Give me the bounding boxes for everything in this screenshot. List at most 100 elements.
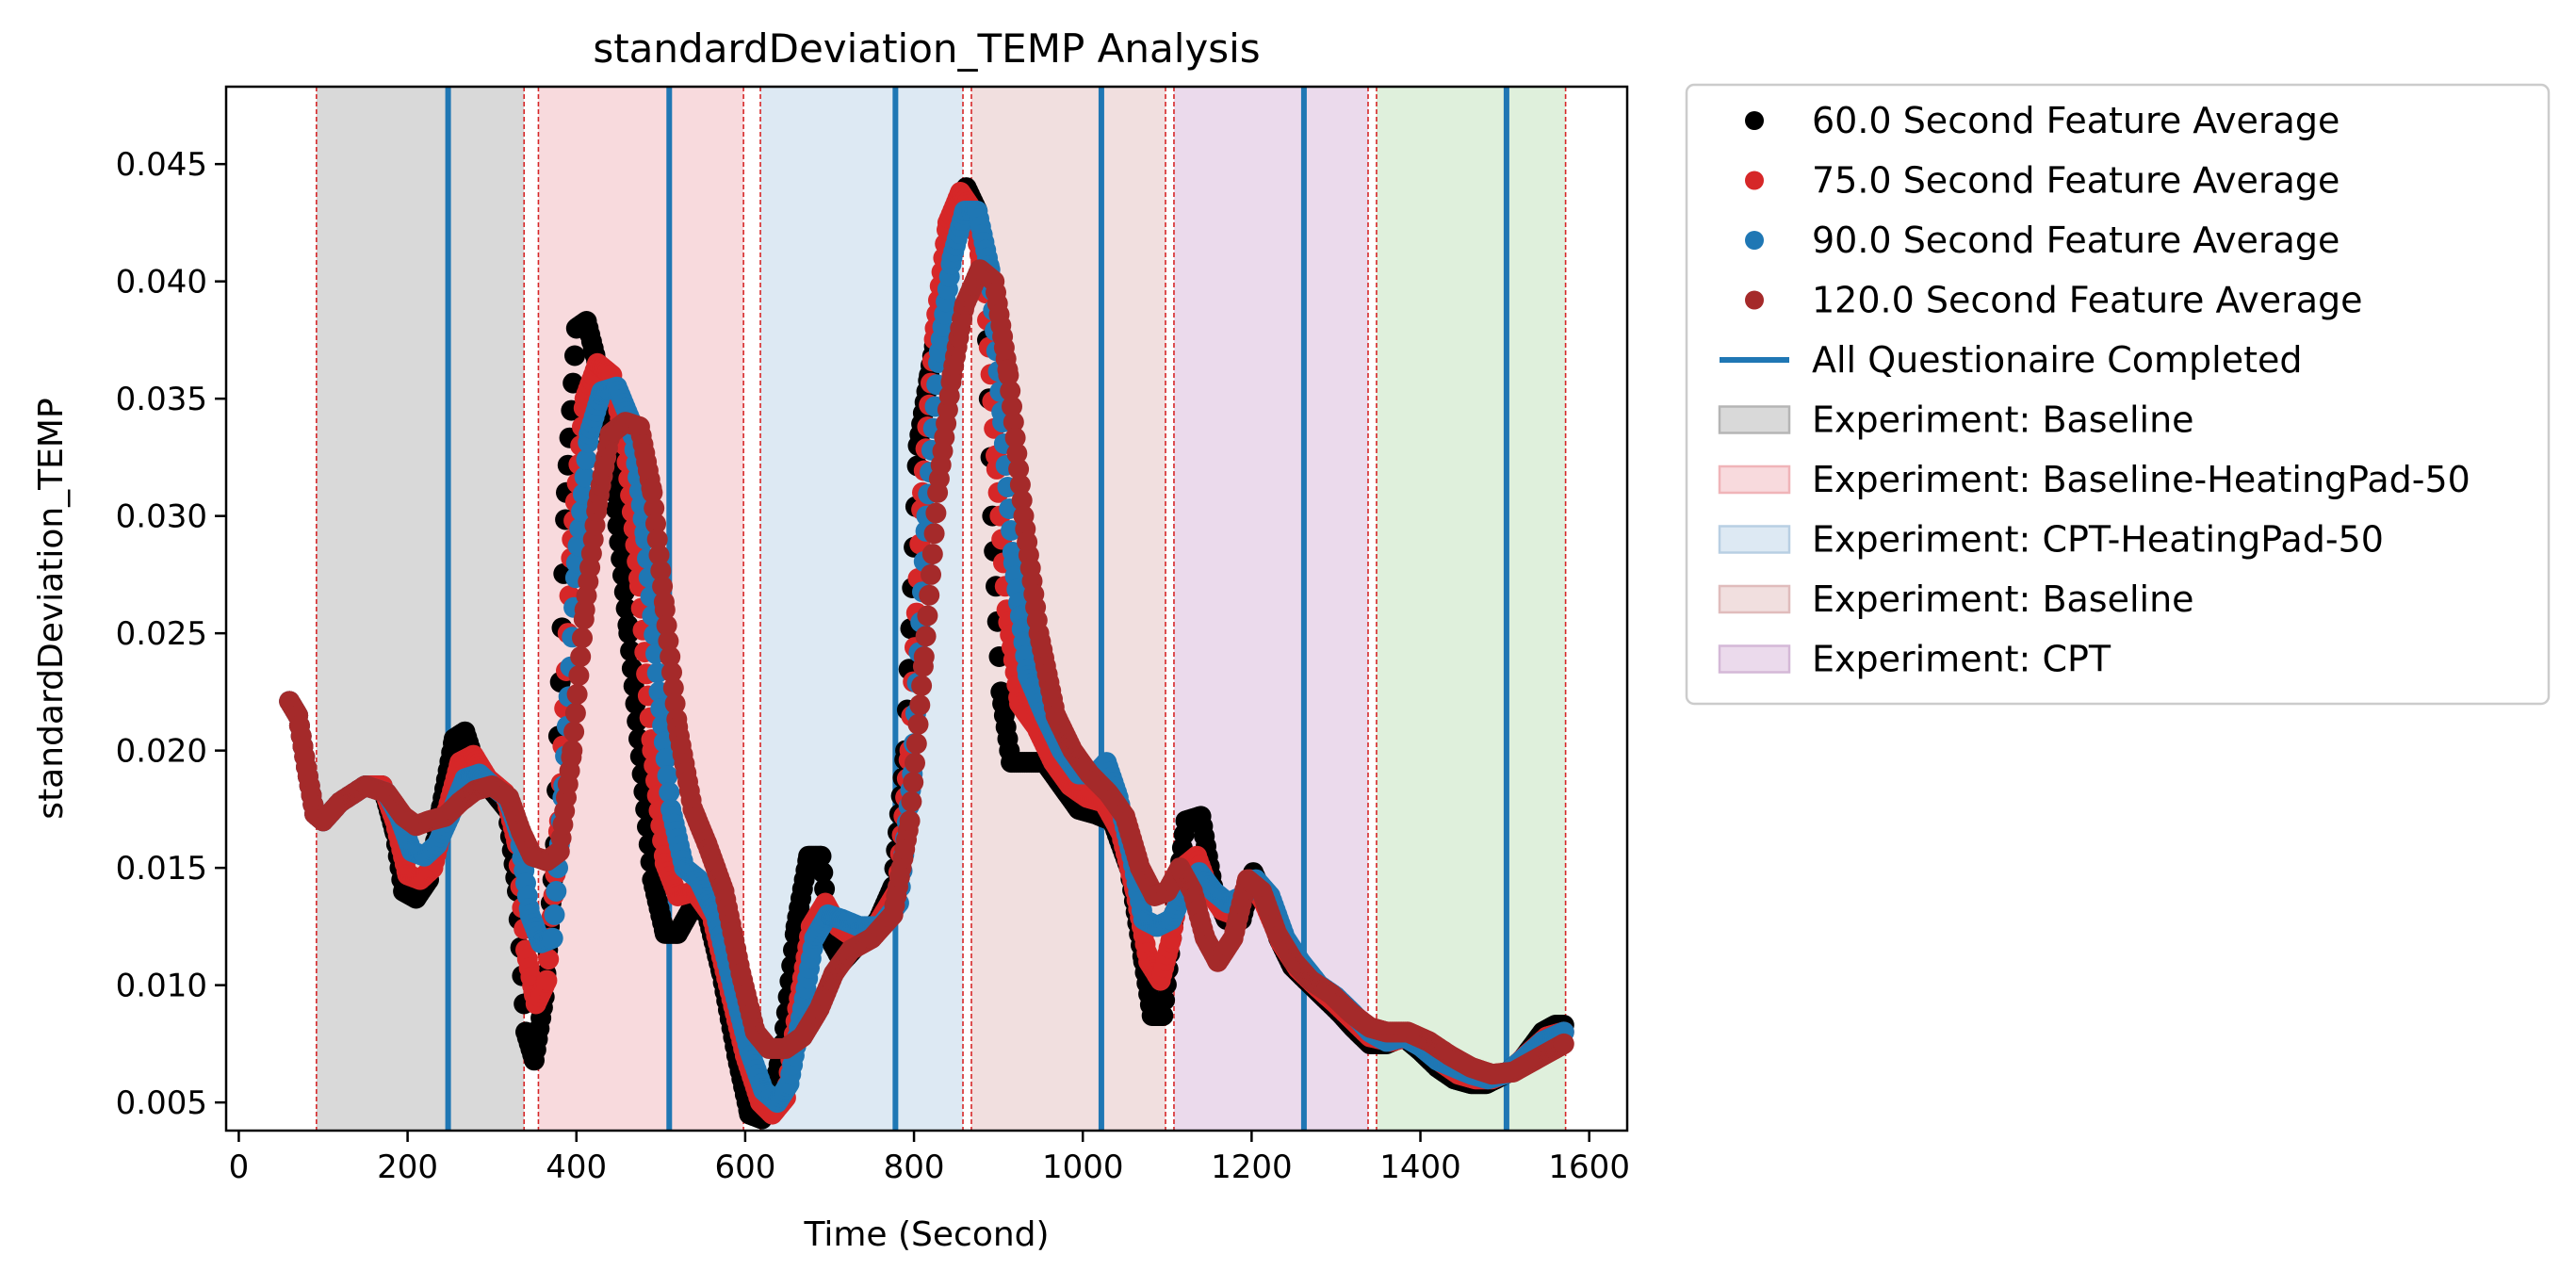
series-4-point: [650, 560, 672, 581]
series-4-point: [1553, 1033, 1574, 1054]
experiment-region-1: [316, 87, 525, 1131]
series-1-point: [1154, 989, 1176, 1011]
series-1-point: [607, 514, 628, 536]
series-4-point: [1000, 380, 1021, 401]
plot-frame: [224, 85, 1629, 1132]
series-4-point: [646, 529, 668, 550]
legend-marker: [1745, 290, 1764, 310]
experiment-region-6: [1376, 87, 1566, 1131]
series-3-point: [542, 927, 563, 949]
series-4: [279, 259, 1574, 1085]
series-4-point: [564, 702, 586, 724]
series-4-point: [563, 721, 585, 742]
legend: 60.0 Second Feature Average 75.0 Second F…: [1685, 83, 2551, 706]
x-tick-label: 1200: [1211, 1149, 1293, 1186]
y-tick-label: 0.010: [116, 968, 207, 1005]
series-1-point: [611, 548, 632, 570]
series-3-point: [571, 500, 593, 522]
legend-label: 75.0 Second Feature Average: [1812, 160, 2340, 202]
series-4-point: [661, 661, 682, 683]
series-3-point: [572, 483, 594, 505]
series-4-point: [568, 665, 590, 686]
series-4-point: [903, 772, 924, 793]
x-tick-label: 1400: [1379, 1149, 1461, 1186]
y-axis-label: standardDeviation_TEMP: [32, 398, 71, 819]
series-3-point: [655, 748, 677, 770]
series-3-point: [546, 881, 567, 902]
series-2-point: [536, 969, 558, 991]
series-1-point: [1152, 1005, 1174, 1026]
series-4-point: [925, 502, 947, 524]
series-4-point: [915, 626, 937, 647]
x-tick-label: 800: [884, 1149, 945, 1186]
series-3-point: [576, 448, 597, 470]
series-4-point: [907, 713, 929, 735]
series-4-point: [648, 545, 670, 566]
series-4-point: [905, 733, 927, 755]
series-4-point: [911, 675, 933, 696]
chart-title: standardDeviation_TEMP Analysis: [593, 25, 1260, 72]
series-4-point: [570, 646, 592, 667]
series-4-point: [1006, 443, 1028, 464]
series-1-point: [605, 498, 627, 520]
x-tick-label: 600: [714, 1149, 775, 1186]
x-tick-label: 1600: [1548, 1149, 1630, 1186]
legend-label: Experiment: Baseline: [1812, 578, 2194, 620]
legend-marker: [1745, 231, 1764, 250]
series-4-point: [909, 694, 931, 716]
series-4-point: [905, 752, 925, 774]
series-1-point: [615, 597, 637, 619]
series-4-point: [923, 523, 945, 545]
series-4-point: [1011, 490, 1033, 512]
legend-patch: [1718, 644, 1791, 674]
series-4-point: [901, 790, 922, 812]
series-4-point: [656, 614, 677, 636]
series-1-point: [812, 862, 834, 884]
series-4-point: [662, 677, 684, 699]
legend-label: Experiment: CPT-HeatingPad-50: [1812, 519, 2384, 561]
series-4-point: [917, 605, 938, 627]
series-4-point: [1008, 458, 1030, 480]
legend-patch: [1718, 525, 1791, 554]
series-4-point: [652, 576, 674, 597]
series-4-point: [645, 513, 666, 534]
series-4-point: [899, 810, 921, 832]
legend-label: Experiment: CPT: [1812, 639, 2111, 680]
x-tick-label: 1000: [1042, 1149, 1124, 1186]
y-tick-label: 0.020: [116, 733, 207, 771]
series-4-point: [1003, 412, 1024, 433]
series-4-point: [921, 563, 941, 585]
legend-marker: [1745, 111, 1764, 130]
series-4-point: [1009, 474, 1031, 496]
y-tick-label: 0.035: [116, 381, 207, 418]
series-2-point: [538, 949, 560, 970]
legend-label: 90.0 Second Feature Average: [1812, 220, 2340, 261]
series-4-point: [654, 599, 676, 621]
series-layer: [279, 177, 1574, 1130]
legend-patch: [1718, 464, 1791, 495]
series-1-point: [612, 564, 633, 586]
x-tick-label: 200: [377, 1149, 438, 1186]
y-tick-label: 0.005: [116, 1084, 207, 1122]
series-4-point: [642, 481, 663, 503]
series-4-point: [1004, 427, 1026, 448]
y-tick-label: 0.025: [116, 615, 207, 653]
legend-label: 60.0 Second Feature Average: [1812, 100, 2340, 141]
series-4-point: [566, 683, 588, 705]
legend-patch: [1718, 405, 1791, 434]
series-4-point: [664, 692, 686, 714]
series-4-point: [644, 497, 665, 519]
series-4-point: [562, 740, 583, 761]
series-4-point: [1002, 396, 1022, 417]
legend-patch: [1718, 584, 1791, 614]
legend-label: 120.0 Second Feature Average: [1812, 280, 2363, 321]
series-1-point: [564, 345, 585, 367]
series-1-point: [810, 845, 832, 867]
x-tick-label: 400: [546, 1149, 607, 1186]
series-3-point: [659, 782, 680, 804]
legend-label: All Questionaire Completed: [1812, 339, 2303, 381]
series-3-point: [544, 904, 565, 925]
axes: 0 200 400 600 800 1000 1200 1400 1600 0.005 0.010 0…: [116, 85, 1630, 1186]
